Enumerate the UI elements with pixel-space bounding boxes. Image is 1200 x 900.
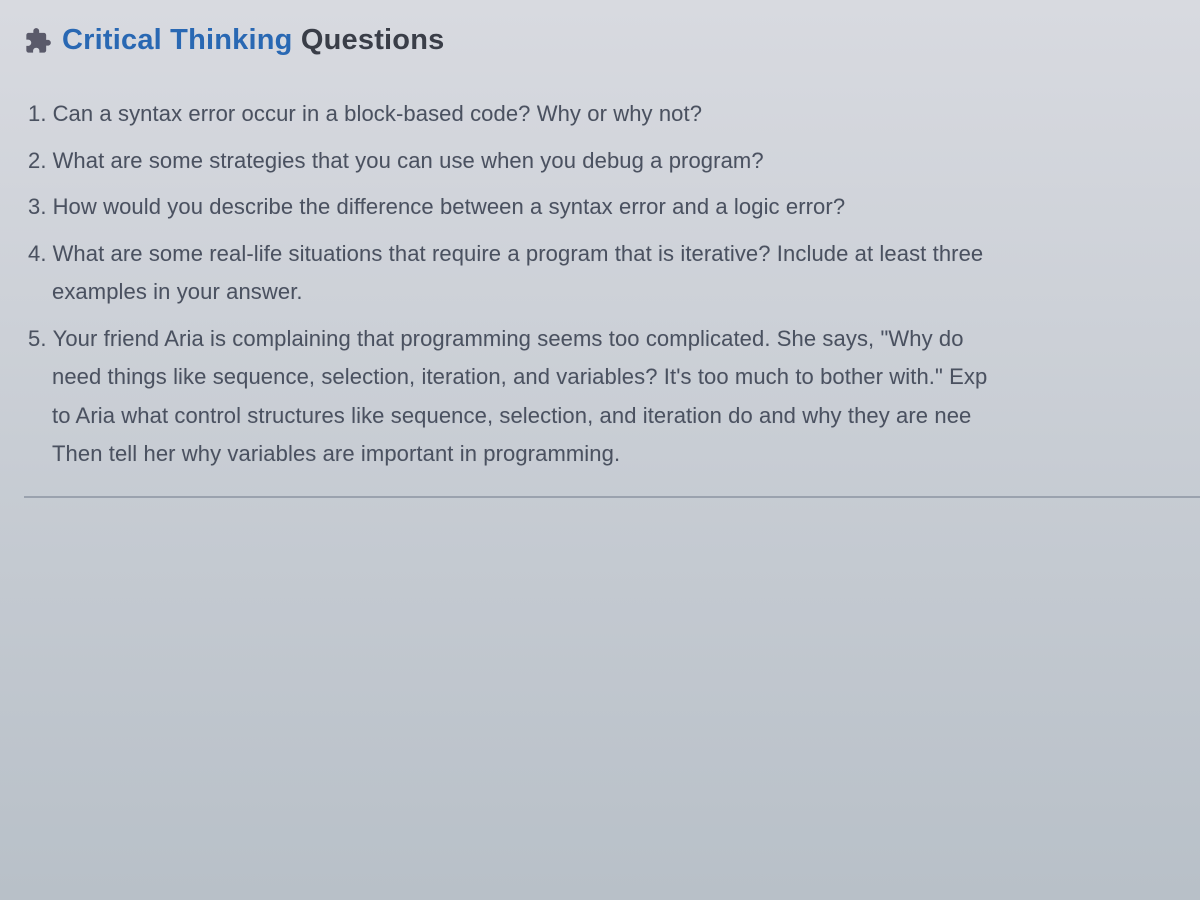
question-continuation: need things like sequence, selection, it… <box>28 358 1200 397</box>
title-part-1: Critical Thinking <box>62 24 293 56</box>
question-item: 1.Can a syntax error occur in a block-ba… <box>28 95 1200 134</box>
title-part-2: Questions <box>301 24 445 56</box>
question-item: 5.Your friend Aria is complaining that p… <box>28 320 1200 474</box>
section-title: Critical Thinking Questions <box>62 24 444 57</box>
question-text: What are some strategies that you can us… <box>53 148 764 173</box>
question-number: 3. <box>28 194 47 219</box>
question-text: How would you describe the difference be… <box>53 194 846 219</box>
question-text: Your friend Aria is complaining that pro… <box>53 326 964 351</box>
question-continuation: Then tell her why variables are importan… <box>28 435 1200 474</box>
question-text: What are some real-life situations that … <box>53 241 984 266</box>
question-item: 3.How would you describe the difference … <box>28 188 1200 227</box>
question-number: 2. <box>28 148 47 173</box>
question-item: 4.What are some real-life situations tha… <box>28 235 1200 312</box>
puzzle-icon <box>24 27 52 55</box>
question-item: 2.What are some strategies that you can … <box>28 142 1200 181</box>
question-continuation: examples in your answer. <box>28 273 1200 312</box>
question-number: 4. <box>28 241 47 266</box>
questions-list: 1.Can a syntax error occur in a block-ba… <box>24 95 1200 474</box>
question-number: 5. <box>28 326 47 351</box>
question-text: Can a syntax error occur in a block-base… <box>53 101 703 126</box>
section-divider <box>24 496 1200 498</box>
question-continuation: to Aria what control structures like seq… <box>28 397 1200 436</box>
section-header: Critical Thinking Questions <box>24 24 1200 57</box>
question-number: 1. <box>28 101 47 126</box>
